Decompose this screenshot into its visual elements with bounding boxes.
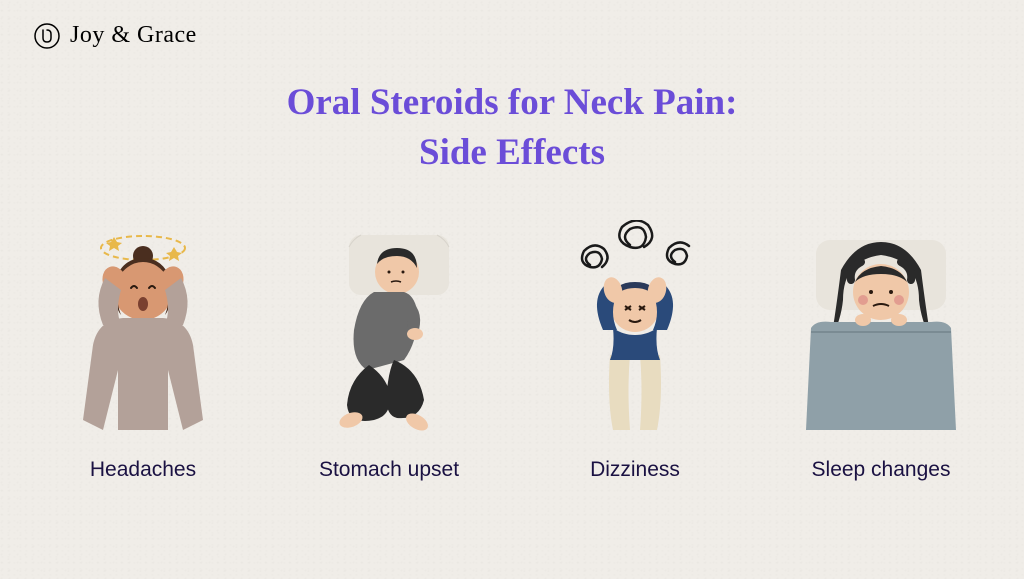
side-effect-item: Stomach upset xyxy=(274,220,504,482)
side-effect-label: Sleep changes xyxy=(812,458,951,482)
side-effect-label: Dizziness xyxy=(590,458,680,482)
title-line-2: Side Effects xyxy=(0,128,1024,178)
dizziness-icon xyxy=(535,220,735,440)
title-line-1: Oral Steroids for Neck Pain: xyxy=(0,78,1024,128)
headache-icon xyxy=(43,220,243,440)
side-effect-item: Sleep changes xyxy=(766,220,996,482)
side-effect-item: Dizziness xyxy=(520,220,750,482)
page-title: Oral Steroids for Neck Pain: Side Effect… xyxy=(0,78,1024,178)
side-effects-row: Headaches xyxy=(0,220,1024,482)
side-effect-label: Headaches xyxy=(90,458,196,482)
brand-text: Joy & Grace xyxy=(70,22,197,49)
sleep-changes-icon xyxy=(781,220,981,440)
monogram-icon xyxy=(34,23,60,49)
stomach-upset-icon xyxy=(289,220,489,440)
brand-logo: Joy & Grace xyxy=(34,22,197,49)
side-effect-label: Stomach upset xyxy=(319,458,459,482)
side-effect-item: Headaches xyxy=(28,220,258,482)
